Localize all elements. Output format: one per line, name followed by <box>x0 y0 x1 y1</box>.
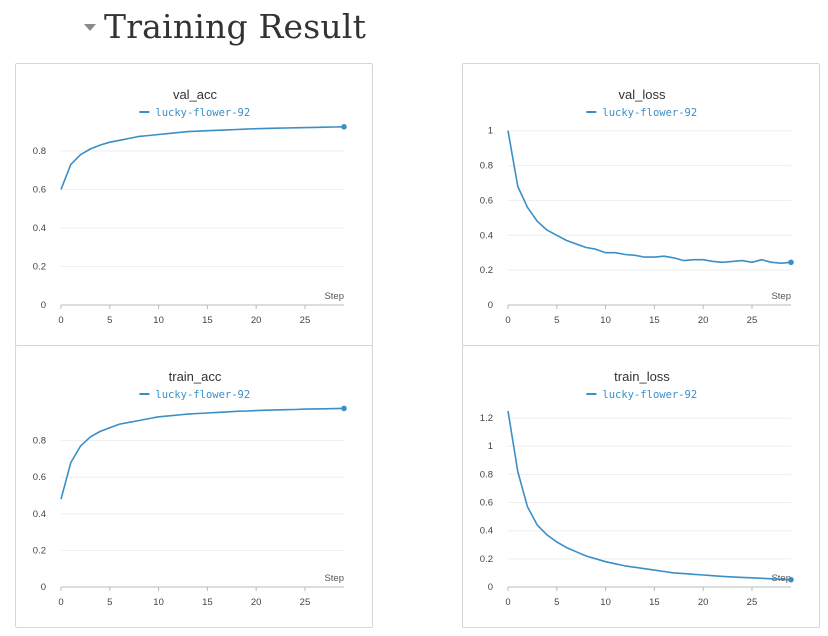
y-tick-label: 0.6 <box>480 195 493 206</box>
x-axis-label: Step <box>771 573 791 584</box>
x-tick-label: 0 <box>58 315 63 326</box>
chart-panel-train-acc[interactable]: train_acc lucky-flower-92 0 0.2 0.4 0.6 0.8 0 5 1… <box>15 345 373 628</box>
x-tick-label: 15 <box>649 315 660 326</box>
legend-label: lucky-flower-92 <box>602 389 697 401</box>
x-tick-label: 15 <box>649 597 660 608</box>
x-tick-label: 5 <box>107 597 112 608</box>
x-tick-label: 10 <box>600 597 611 608</box>
y-tick-label: 1.2 <box>480 413 493 424</box>
legend-item[interactable]: lucky-flower-92 <box>586 389 697 401</box>
chart-title: train_loss <box>614 369 670 384</box>
chart-panel-val-loss[interactable]: val_loss lucky-flower-92 0 0.2 0.4 0.6 0.8 1 0 5 1… <box>462 63 820 346</box>
y-tick-label: 0.6 <box>480 498 493 509</box>
x-tick-label: 20 <box>251 315 262 326</box>
series-end-point[interactable] <box>788 576 794 583</box>
legend-label: lucky-flower-92 <box>155 389 250 401</box>
x-tick-label: 15 <box>202 597 213 608</box>
y-tick-label: 0.8 <box>480 161 493 172</box>
x-tick-label: 15 <box>202 315 213 326</box>
x-tick-label: 0 <box>505 597 510 608</box>
y-tick-label: 0 <box>488 300 493 311</box>
legend-item[interactable]: lucky-flower-92 <box>139 107 250 119</box>
x-tick-label: 5 <box>554 597 559 608</box>
series-line[interactable] <box>507 130 792 264</box>
legend-item[interactable]: lucky-flower-92 <box>139 389 250 401</box>
chart-title: val_loss <box>619 87 666 102</box>
y-tick-label: 0.8 <box>33 436 46 447</box>
x-tick-label: 25 <box>747 597 758 608</box>
x-tick-label: 10 <box>600 315 611 326</box>
legend-label: lucky-flower-92 <box>155 107 250 119</box>
x-tick-label: 10 <box>153 315 164 326</box>
x-tick-label: 5 <box>554 315 559 326</box>
series-line[interactable] <box>60 407 345 500</box>
x-tick-label: 25 <box>300 315 311 326</box>
x-tick-label: 20 <box>698 597 709 608</box>
x-axis-label: Step <box>324 573 344 584</box>
y-tick-label: 0.2 <box>480 265 493 276</box>
series-end-point[interactable] <box>341 124 347 130</box>
series-line[interactable] <box>507 410 792 581</box>
y-tick-label: 1 <box>488 441 493 452</box>
series-end-point[interactable] <box>788 259 794 266</box>
y-tick-label: 0.2 <box>33 545 46 556</box>
y-tick-label: 0.2 <box>480 554 493 565</box>
series-line[interactable] <box>60 126 345 190</box>
x-tick-label: 0 <box>58 597 63 608</box>
x-axis-label: Step <box>324 291 344 302</box>
x-tick-label: 0 <box>505 315 510 326</box>
chart-panel-val-acc[interactable]: val_acc lucky-flower-92 0 0.2 0.4 0.6 0.8 0 5 10 1… <box>15 63 373 346</box>
x-tick-label: 20 <box>251 597 262 608</box>
y-tick-label: 0.8 <box>33 146 46 157</box>
y-tick-label: 0 <box>488 582 493 593</box>
x-tick-label: 10 <box>153 597 164 608</box>
y-tick-label: 0.4 <box>480 526 493 537</box>
y-tick-label: 0.4 <box>33 509 46 520</box>
y-tick-label: 0.6 <box>33 472 46 483</box>
y-tick-label: 0.8 <box>480 469 493 480</box>
x-tick-label: 20 <box>698 315 709 326</box>
y-tick-label: 0 <box>41 300 46 311</box>
x-tick-label: 25 <box>300 597 311 608</box>
y-tick-label: 0.6 <box>33 184 46 195</box>
chart-svg: val_acc lucky-flower-92 0 0.2 0.4 0.6 0.8 0 5 10 1… <box>33 87 347 326</box>
legend-item[interactable]: lucky-flower-92 <box>586 107 697 119</box>
legend-label: lucky-flower-92 <box>602 107 697 119</box>
y-tick-label: 1 <box>488 126 493 137</box>
chart-title: train_acc <box>169 369 222 384</box>
chart-title: val_acc <box>173 87 218 102</box>
series-end-point[interactable] <box>341 405 347 412</box>
chart-svg: train_acc lucky-flower-92 0 0.2 0.4 0.6 0.8 0 5 1… <box>33 369 347 608</box>
y-tick-label: 0.4 <box>33 223 46 234</box>
chart-svg: train_loss lucky-flower-92 0 0.2 0.4 0.6 0.8 1 1… <box>480 369 794 608</box>
y-tick-label: 0.4 <box>480 230 493 241</box>
chart-panel-train-loss[interactable]: train_loss lucky-flower-92 0 0.2 0.4 0.6 0.8 1 1… <box>462 345 820 628</box>
section-title: Training Result <box>104 6 367 46</box>
y-tick-label: 0.2 <box>33 261 46 272</box>
x-tick-label: 5 <box>107 315 112 326</box>
collapse-caret-icon[interactable] <box>84 23 96 31</box>
y-tick-label: 0 <box>41 582 46 593</box>
x-tick-label: 25 <box>747 315 758 326</box>
section-header: Training Result <box>84 4 366 48</box>
x-axis-label: Step <box>771 291 791 302</box>
